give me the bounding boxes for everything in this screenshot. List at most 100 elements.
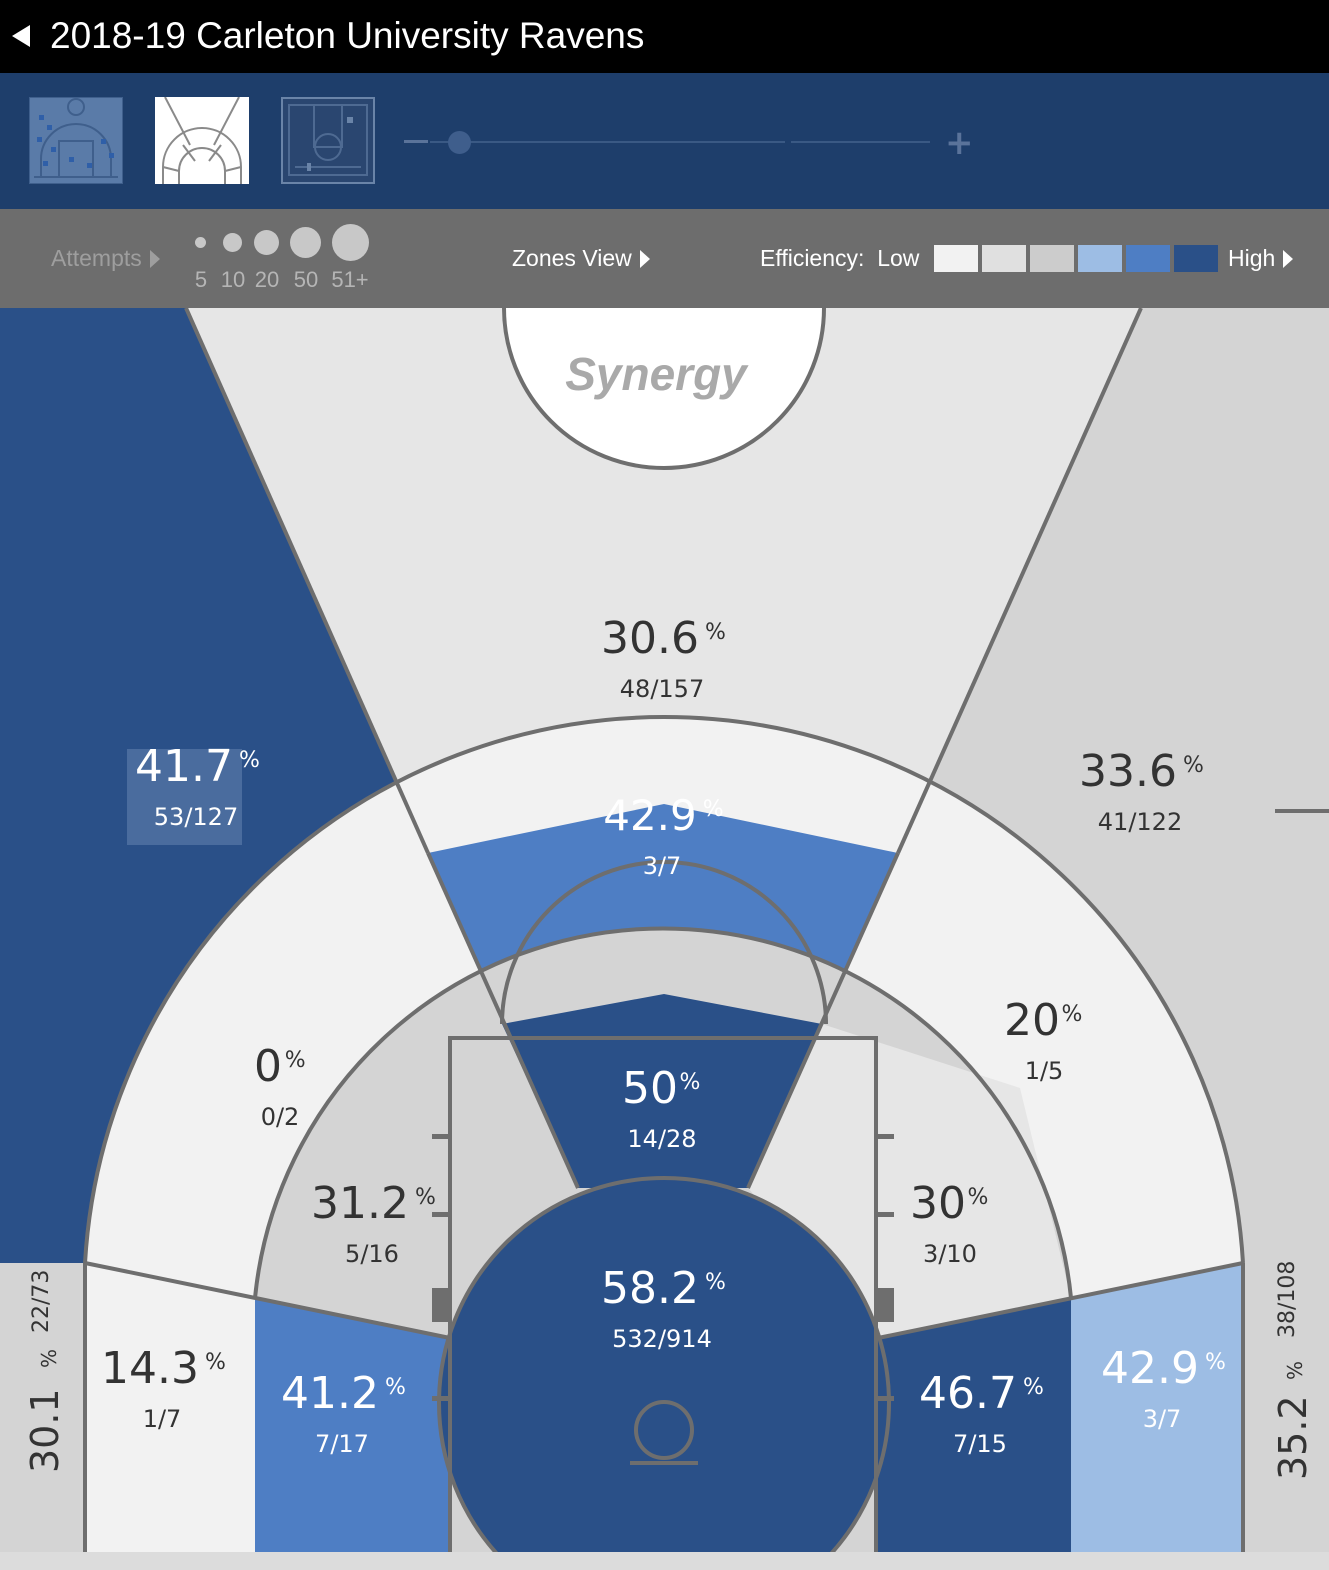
zone-pct: 46.7 [919, 1368, 1017, 1419]
zone-pct-symbol: % [205, 1350, 226, 1375]
zone-label-left-wing-long-two: 0 % 0/2 [254, 1041, 306, 1131]
zone-pct: 35.2 [1271, 1395, 1315, 1480]
zone-label-left-baseline-mid: 41.2 % 7/17 [281, 1368, 406, 1458]
zone-made-att: 1/5 [1025, 1057, 1064, 1085]
zone-right-baseline-mid[interactable] [878, 1298, 1071, 1570]
zone-label-right-elbow-mid: 30 % 3/10 [910, 1178, 988, 1268]
size-label-5: 5 [194, 267, 208, 292]
zone-label-left-baseline-long-two: 14.3 % 1/7 [101, 1343, 226, 1433]
efficiency-swatch-3 [1030, 245, 1074, 272]
zoom-out-button[interactable] [404, 140, 428, 143]
zone-pct-symbol: % [1062, 1002, 1083, 1027]
zone-pct-symbol: % [705, 620, 726, 645]
shot-chart-view-icon [29, 97, 123, 184]
zone-made-att: 1/7 [143, 1405, 182, 1433]
zones-view-button[interactable] [155, 97, 249, 184]
zone-pct-symbol: % [680, 1070, 701, 1095]
shot-chart-view-button[interactable] [29, 97, 123, 184]
zone-pct: 41.2 [281, 1368, 379, 1419]
size-dot-5 [195, 237, 206, 248]
zone-pct-symbol: % [1023, 1375, 1044, 1400]
synergy-logo-text: Synergy [565, 348, 749, 400]
caret-right-icon [149, 250, 160, 268]
zone-pct-symbol: % [239, 748, 260, 773]
zone-pct-symbol: % [968, 1185, 989, 1210]
zone-label-top-three: 30.6 % 48/157 [601, 613, 726, 703]
zone-label-right-baseline-mid: 46.7 % 7/15 [919, 1368, 1044, 1458]
attempts-label: Attempts [51, 245, 142, 271]
efficiency-swatch-2 [982, 245, 1026, 272]
zoom-slider-track[interactable] [430, 141, 930, 143]
zone-pct: 30.6 [601, 613, 699, 664]
zone-made-att: 3/7 [643, 852, 682, 880]
zone-pct: 58.2 [601, 1263, 699, 1314]
efficiency-swatch-6 [1174, 245, 1218, 272]
zone-pct: 42.9 [1101, 1343, 1199, 1394]
zone-pct: 31.2 [311, 1178, 409, 1229]
zone-pct: 20 [1004, 995, 1060, 1046]
zone-made-att: 5/16 [345, 1240, 399, 1268]
zone-made-att: 14/28 [627, 1125, 696, 1153]
size-dot-20 [254, 230, 279, 255]
zone-label-paint-top: 50 % 14/28 [622, 1063, 700, 1153]
zone-pct: 30.1 [23, 1388, 67, 1473]
efficiency-swatch-1 [934, 245, 978, 272]
size-label-50: 50 [293, 267, 319, 292]
zone-pct-symbol: % [705, 1270, 726, 1295]
zone-right-baseline-long-two[interactable] [1071, 1263, 1243, 1570]
size-label-10: 10 [220, 267, 246, 292]
zone-label-restricted-area: 58.2 % 532/914 [601, 1263, 726, 1353]
size-label-20: 20 [254, 267, 280, 292]
size-label-51plus: 51+ [331, 267, 369, 292]
zone-paint-top[interactable] [502, 994, 822, 1188]
zone-label-left-wing-three: 41.7 % 53/127 [135, 741, 260, 831]
zones-view-icon [155, 97, 249, 184]
zone-pct-symbol: % [285, 1048, 306, 1073]
zone-label-right-wing-long-two: 20 % 1/5 [1004, 995, 1082, 1085]
view-toolbar [0, 73, 1329, 209]
zone-made-att: 38/108 [1275, 1261, 1300, 1338]
caret-right-icon [1283, 250, 1294, 268]
attempts-toggle[interactable]: Attempts [51, 245, 160, 272]
zone-pct: 14.3 [101, 1343, 199, 1394]
zone-made-att: 41/122 [1098, 808, 1182, 836]
zone-pct: 42.9 [603, 791, 697, 840]
size-dot-51plus [332, 224, 369, 261]
size-dot-10 [223, 233, 242, 252]
court-view-button[interactable] [281, 97, 375, 184]
zone-made-att: 532/914 [612, 1325, 712, 1353]
court-view-icon [281, 97, 375, 184]
zoom-slider-handle[interactable] [448, 131, 471, 154]
zone-label-right-corner-three: 35.2 % 38/108 [1271, 1261, 1315, 1480]
zone-pct-symbol: % [1283, 1361, 1307, 1380]
zone-made-att: 0/2 [261, 1103, 300, 1131]
zones-view-toggle[interactable]: Zones View [512, 245, 650, 272]
zone-restricted-area[interactable] [437, 1176, 891, 1570]
efficiency-swatch-4 [1078, 245, 1122, 272]
zoom-in-button[interactable]: + [945, 123, 974, 163]
zone-label-right-baseline-long-two: 42.9 % 3/7 [1101, 1343, 1226, 1433]
caret-right-icon [639, 250, 650, 268]
zone-label-left-elbow-mid: 31.2 % 5/16 [311, 1178, 436, 1268]
zone-pct: 30 [910, 1178, 966, 1229]
title-bar: 2018-19 Carleton University Ravens [0, 0, 1329, 73]
zone-pct-symbol: % [1183, 753, 1204, 778]
zone-made-att: 3/10 [923, 1240, 977, 1268]
zone-made-att: 22/73 [29, 1270, 54, 1333]
legend-bar: Attempts 5 10 20 50 51+ Zones View Effic… [0, 209, 1329, 308]
zones-view-label: Zones View [512, 245, 632, 271]
synergy-logo: Synergy [565, 348, 749, 400]
zone-pct: 0 [254, 1041, 282, 1092]
zone-made-att: 48/157 [620, 675, 704, 703]
zone-label-top-long-two: 42.9 % 3/7 [603, 791, 723, 880]
efficiency-high-toggle[interactable]: High [1228, 245, 1294, 272]
zone-pct: 50 [622, 1063, 678, 1114]
zone-left-baseline-mid[interactable] [255, 1298, 450, 1570]
zone-top-three[interactable] [186, 308, 1141, 853]
zone-pct-symbol: % [385, 1375, 406, 1400]
zone-pct-symbol: % [703, 797, 724, 822]
efficiency-title: Efficiency: [760, 245, 865, 271]
efficiency-label: Efficiency: Low [760, 245, 919, 272]
back-arrow-icon[interactable] [12, 25, 30, 47]
efficiency-swatch-5 [1126, 245, 1170, 272]
